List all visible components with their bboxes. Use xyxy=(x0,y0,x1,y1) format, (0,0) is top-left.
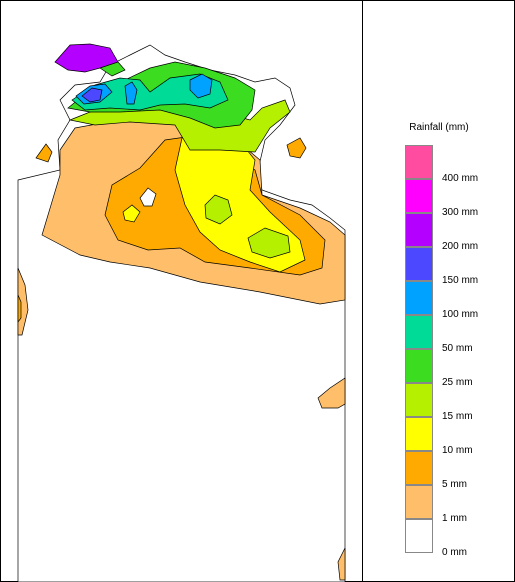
legend-title: Rainfall (mm) xyxy=(409,122,469,133)
legend-label: 15 mm xyxy=(442,411,473,422)
legend-label: 150 mm xyxy=(442,275,479,286)
legend-color-bar xyxy=(405,145,433,553)
legend-swatch xyxy=(405,145,433,179)
rain-patch-150mm xyxy=(81,87,103,103)
legend-label: 100 mm xyxy=(442,309,479,320)
legend-swatch xyxy=(405,417,433,451)
legend-label: 50 mm xyxy=(442,343,473,354)
map-svg xyxy=(17,43,346,582)
panel-divider xyxy=(362,0,363,581)
legend-label: 25 mm xyxy=(442,377,473,388)
southeast-edge-patch xyxy=(317,377,346,409)
rain-band-50mm xyxy=(71,73,229,111)
legend-swatch xyxy=(405,383,433,417)
western-edge-patch-inner xyxy=(17,294,22,324)
legend-swatch xyxy=(405,247,433,281)
tiwi-islands-coast-patch xyxy=(99,61,126,77)
legend-swatch xyxy=(405,349,433,383)
legend-swatch xyxy=(405,179,433,213)
rain-patch-15mm-central xyxy=(204,194,233,225)
legend-label: 1 mm xyxy=(442,513,467,524)
legend-label: 10 mm xyxy=(442,445,473,456)
legend-label: 300 mm xyxy=(442,207,479,218)
rain-patch-15mm-south xyxy=(247,227,291,259)
legend-label: 0 mm xyxy=(442,547,467,558)
legend-label: 5 mm xyxy=(442,479,467,490)
rain-pocket-10mm xyxy=(122,204,141,223)
legend-swatch xyxy=(405,451,433,485)
rain-patch-100mm-central xyxy=(124,81,138,105)
legend-swatch xyxy=(405,315,433,349)
legend-label: 200 mm xyxy=(442,241,479,252)
legend-swatch xyxy=(405,485,433,519)
legend-swatch xyxy=(405,213,433,247)
legend-swatch xyxy=(405,281,433,315)
southeast-corner-patch xyxy=(337,547,346,581)
legend-label: 400 mm xyxy=(442,173,479,184)
groote-eylandt xyxy=(286,137,307,159)
rainfall-map xyxy=(17,43,346,582)
dry-hole xyxy=(139,187,157,207)
western-coast-patch xyxy=(35,143,53,163)
legend-swatch xyxy=(405,519,433,553)
rain-patch-100mm-east xyxy=(189,73,213,99)
